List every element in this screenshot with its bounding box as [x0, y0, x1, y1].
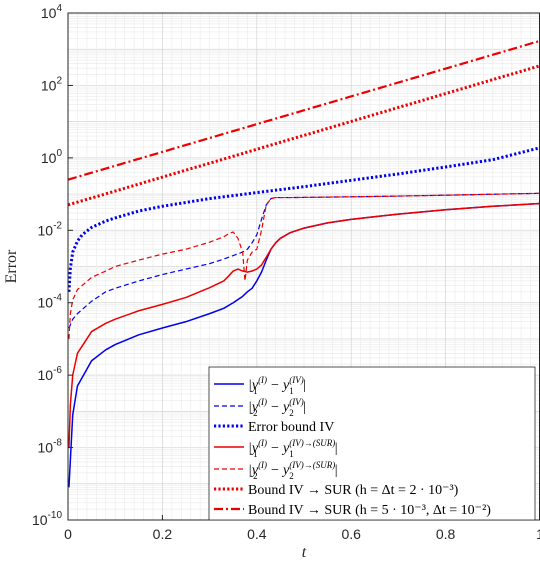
- y-tick-label: 10-4: [38, 293, 63, 311]
- legend-label-y1_IV: |y(I) 1 − y(IV) 1 |: [248, 375, 306, 396]
- legend-label-y1_SUR: |y(I) 1 − y(IV)→(SUR) 1 |: [248, 438, 338, 459]
- y-axis-ticks: 10-10 10-8 10-6 10-4 10-2 100 102 104: [32, 3, 73, 528]
- x-tick-label: 0.2: [153, 526, 173, 542]
- y-tick-label: 104: [41, 3, 63, 21]
- legend-label-bound_SUR_b: Bound IV → SUR (h = 5 · 10⁻³, Δt = 10⁻²): [248, 503, 491, 518]
- legend-label-bound_IV: Error bound IV: [248, 420, 334, 435]
- legend-label-y2_SUR: |y(I) 2 − y(IV)→(SUR) 2 |: [248, 460, 338, 481]
- legend: |y(I) 1 − y(IV) 1 ||y(I) 2 − y(IV) 2 | Error bo…: [208, 366, 536, 521]
- series-line-bound_IV: [68, 146, 540, 292]
- y-tick-label: 10-8: [38, 438, 63, 456]
- legend-box: [208, 366, 536, 521]
- series-line-y2_IV: [68, 192, 540, 329]
- x-axis-ticks: 0 0.2 0.4 0.6 0.8 1: [64, 515, 540, 542]
- y-tick-label: 102: [41, 75, 63, 93]
- legend-label-y2_IV: |y(I) 2 − y(IV) 2 |: [248, 397, 306, 418]
- x-tick-label: 0.6: [341, 526, 361, 542]
- series-line-y1_SUR: [68, 202, 540, 448]
- x-tick-label: 0: [64, 526, 72, 542]
- series-line-bound_SUR_b: [68, 39, 540, 181]
- y-tick-label: 100: [41, 148, 63, 166]
- legend-label-bound_SUR_a: Bound IV → SUR (h = Δt = 2 · 10⁻³): [248, 483, 459, 498]
- y-axis-label: Error: [3, 249, 20, 283]
- series-line-bound_SUR_a: [68, 64, 540, 207]
- plot-area: [68, 39, 540, 488]
- x-tick-label: 1: [536, 526, 540, 542]
- y-tick-label: 10-10: [32, 510, 62, 528]
- x-tick-label: 0.8: [436, 526, 456, 542]
- x-tick-label: 0.4: [247, 526, 267, 542]
- y-tick-label: 10-6: [38, 365, 63, 383]
- y-tick-label: 10-2: [38, 220, 63, 238]
- x-axis-label: t: [302, 544, 307, 561]
